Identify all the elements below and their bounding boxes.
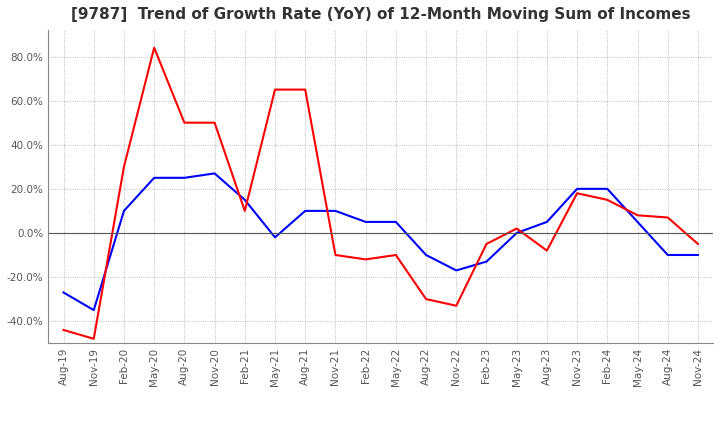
Ordinary Income Growth Rate [240,197,249,202]
Net Income Growth Rate [452,303,461,308]
Net Income Growth Rate [482,241,491,246]
Net Income Growth Rate [663,215,672,220]
Ordinary Income Growth Rate [693,253,702,258]
Net Income Growth Rate [240,208,249,213]
Ordinary Income Growth Rate [663,253,672,258]
Net Income Growth Rate [120,164,128,169]
Net Income Growth Rate [513,226,521,231]
Net Income Growth Rate [543,248,552,253]
Net Income Growth Rate [59,327,68,333]
Net Income Growth Rate [361,257,370,262]
Net Income Growth Rate [331,253,340,258]
Net Income Growth Rate [422,297,431,302]
Net Income Growth Rate [271,87,279,92]
Ordinary Income Growth Rate [543,219,552,224]
Ordinary Income Growth Rate [361,219,370,224]
Ordinary Income Growth Rate [452,268,461,273]
Ordinary Income Growth Rate [603,186,611,191]
Ordinary Income Growth Rate [59,290,68,295]
Ordinary Income Growth Rate [120,208,128,213]
Ordinary Income Growth Rate [331,208,340,213]
Ordinary Income Growth Rate [89,308,98,313]
Line: Ordinary Income Growth Rate: Ordinary Income Growth Rate [63,173,698,310]
Ordinary Income Growth Rate [422,253,431,258]
Ordinary Income Growth Rate [150,175,158,180]
Net Income Growth Rate [210,120,219,125]
Ordinary Income Growth Rate [392,219,400,224]
Ordinary Income Growth Rate [633,219,642,224]
Ordinary Income Growth Rate [180,175,189,180]
Ordinary Income Growth Rate [271,235,279,240]
Net Income Growth Rate [573,191,582,196]
Net Income Growth Rate [301,87,310,92]
Ordinary Income Growth Rate [573,186,582,191]
Net Income Growth Rate [150,45,158,50]
Net Income Growth Rate [89,336,98,341]
Title: [9787]  Trend of Growth Rate (YoY) of 12-Month Moving Sum of Incomes: [9787] Trend of Growth Rate (YoY) of 12-… [71,7,690,22]
Net Income Growth Rate [180,120,189,125]
Net Income Growth Rate [633,213,642,218]
Net Income Growth Rate [603,197,611,202]
Line: Net Income Growth Rate: Net Income Growth Rate [63,48,698,339]
Net Income Growth Rate [392,253,400,258]
Ordinary Income Growth Rate [482,259,491,264]
Ordinary Income Growth Rate [210,171,219,176]
Ordinary Income Growth Rate [513,230,521,235]
Net Income Growth Rate [693,241,702,246]
Ordinary Income Growth Rate [301,208,310,213]
